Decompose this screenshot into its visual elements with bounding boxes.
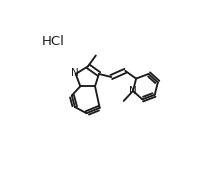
Text: HCl: HCl — [42, 35, 65, 48]
Text: N: N — [129, 86, 137, 96]
Text: N: N — [71, 68, 79, 78]
